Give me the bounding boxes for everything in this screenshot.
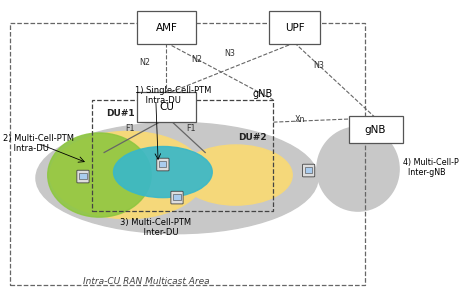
Text: CU: CU	[159, 102, 174, 112]
Text: DU#1: DU#1	[107, 109, 135, 118]
FancyBboxPatch shape	[137, 92, 196, 122]
Ellipse shape	[179, 145, 292, 205]
Text: UPF: UPF	[285, 23, 304, 33]
FancyBboxPatch shape	[171, 191, 183, 204]
Text: N2: N2	[191, 55, 202, 64]
FancyBboxPatch shape	[79, 173, 87, 179]
Text: gNB: gNB	[365, 125, 386, 135]
Text: 4) Multi-Cell-P
  Inter-gNB: 4) Multi-Cell-P Inter-gNB	[402, 158, 458, 177]
Text: N3: N3	[313, 61, 324, 70]
Ellipse shape	[50, 131, 205, 219]
Text: N3: N3	[224, 49, 235, 58]
FancyBboxPatch shape	[137, 11, 196, 44]
Ellipse shape	[114, 146, 212, 198]
FancyBboxPatch shape	[159, 161, 166, 167]
FancyBboxPatch shape	[173, 194, 181, 200]
FancyBboxPatch shape	[269, 11, 320, 44]
Ellipse shape	[36, 122, 318, 234]
Bar	[92, 100, 273, 211]
FancyBboxPatch shape	[348, 117, 402, 143]
FancyBboxPatch shape	[305, 167, 312, 173]
Text: F1: F1	[125, 124, 135, 133]
Bar	[10, 23, 365, 285]
Text: DU#2: DU#2	[238, 133, 267, 142]
Text: 3) Multi-Cell-PTM
    Inter-DU: 3) Multi-Cell-PTM Inter-DU	[120, 218, 191, 237]
Ellipse shape	[317, 127, 399, 211]
Ellipse shape	[48, 133, 151, 217]
Text: AMF: AMF	[155, 23, 177, 33]
Text: Xn: Xn	[294, 115, 305, 124]
Text: F1: F1	[186, 124, 196, 133]
Text: 2) Multi-Cell-PTM
    Intra-DU: 2) Multi-Cell-PTM Intra-DU	[3, 134, 74, 153]
FancyBboxPatch shape	[77, 170, 89, 183]
FancyBboxPatch shape	[157, 158, 169, 171]
Text: N2: N2	[139, 58, 150, 67]
Text: 1) Single-Cell-PTM
    Intra-DU: 1) Single-Cell-PTM Intra-DU	[135, 86, 211, 105]
FancyBboxPatch shape	[302, 164, 315, 177]
Text: Intra-CU RAN Multicast Area: Intra-CU RAN Multicast Area	[83, 277, 210, 286]
Text: gNB: gNB	[252, 89, 273, 99]
